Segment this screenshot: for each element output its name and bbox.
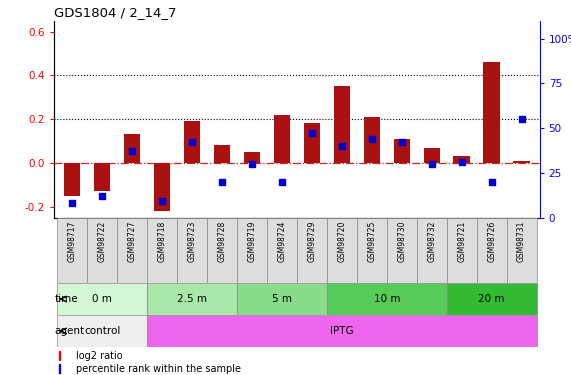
Text: GSM98729: GSM98729: [307, 221, 316, 262]
Point: [367, 136, 376, 142]
Bar: [393, 139, 410, 163]
Point: [158, 198, 167, 204]
Bar: [147, 283, 237, 315]
Text: 2.5 m: 2.5 m: [177, 294, 207, 304]
Point: [397, 140, 407, 146]
Bar: [297, 217, 327, 283]
Text: GSM98720: GSM98720: [337, 221, 347, 262]
Text: GSM98721: GSM98721: [457, 221, 466, 262]
Point: [187, 140, 196, 146]
Point: [278, 179, 287, 185]
Text: GSM98718: GSM98718: [158, 221, 167, 262]
Point: [337, 143, 347, 149]
Text: GSM98728: GSM98728: [218, 221, 227, 262]
Bar: [207, 217, 237, 283]
Point: [427, 161, 436, 167]
Text: 0 m: 0 m: [93, 294, 112, 304]
Text: 10 m: 10 m: [373, 294, 400, 304]
Bar: [417, 217, 447, 283]
Bar: [327, 283, 447, 315]
Text: 20 m: 20 m: [478, 294, 505, 304]
Bar: [59, 351, 61, 360]
Text: GSM98722: GSM98722: [98, 221, 107, 262]
Text: GSM98732: GSM98732: [427, 221, 436, 262]
Text: GSM98726: GSM98726: [487, 221, 496, 262]
Point: [218, 179, 227, 185]
Text: GSM98724: GSM98724: [278, 221, 287, 262]
Text: GSM98731: GSM98731: [517, 221, 526, 262]
Text: percentile rank within the sample: percentile rank within the sample: [76, 364, 241, 374]
Text: control: control: [84, 326, 120, 336]
Bar: [304, 123, 320, 163]
Point: [247, 161, 256, 167]
Text: GSM98719: GSM98719: [247, 221, 256, 262]
Text: time: time: [55, 294, 78, 304]
Text: GSM98727: GSM98727: [128, 221, 136, 262]
Bar: [453, 156, 470, 163]
Bar: [87, 217, 117, 283]
Bar: [424, 147, 440, 163]
Text: GDS1804 / 2_14_7: GDS1804 / 2_14_7: [54, 6, 177, 20]
Bar: [237, 283, 327, 315]
Bar: [57, 217, 87, 283]
Bar: [124, 134, 140, 163]
Point: [67, 200, 77, 206]
Text: GSM98717: GSM98717: [68, 221, 77, 262]
Point: [307, 130, 316, 136]
Text: log2 ratio: log2 ratio: [76, 351, 123, 361]
Bar: [64, 163, 81, 196]
Point: [127, 148, 136, 154]
Bar: [477, 217, 506, 283]
Text: agent: agent: [55, 326, 85, 336]
Text: GSM98725: GSM98725: [367, 221, 376, 262]
Text: GSM98730: GSM98730: [397, 221, 407, 262]
Bar: [513, 160, 530, 163]
Bar: [387, 217, 417, 283]
Bar: [447, 217, 477, 283]
Bar: [364, 117, 380, 163]
Bar: [57, 315, 147, 347]
Bar: [177, 217, 207, 283]
Bar: [274, 115, 290, 163]
Text: 5 m: 5 m: [272, 294, 292, 304]
Bar: [327, 217, 357, 283]
Bar: [506, 217, 537, 283]
Bar: [94, 163, 110, 191]
Bar: [117, 217, 147, 283]
Text: GSM98723: GSM98723: [187, 221, 196, 262]
Bar: [214, 146, 230, 163]
Bar: [57, 283, 147, 315]
Bar: [267, 217, 297, 283]
Bar: [147, 315, 537, 347]
Bar: [447, 283, 537, 315]
Bar: [244, 152, 260, 163]
Bar: [59, 364, 61, 373]
Bar: [357, 217, 387, 283]
Point: [457, 159, 467, 165]
Bar: [333, 86, 350, 163]
Text: IPTG: IPTG: [330, 326, 353, 336]
Point: [98, 193, 107, 199]
Bar: [147, 217, 177, 283]
Point: [487, 179, 496, 185]
Bar: [237, 217, 267, 283]
Bar: [184, 121, 200, 163]
Bar: [154, 163, 170, 211]
Bar: [484, 62, 500, 163]
Point: [517, 116, 526, 122]
